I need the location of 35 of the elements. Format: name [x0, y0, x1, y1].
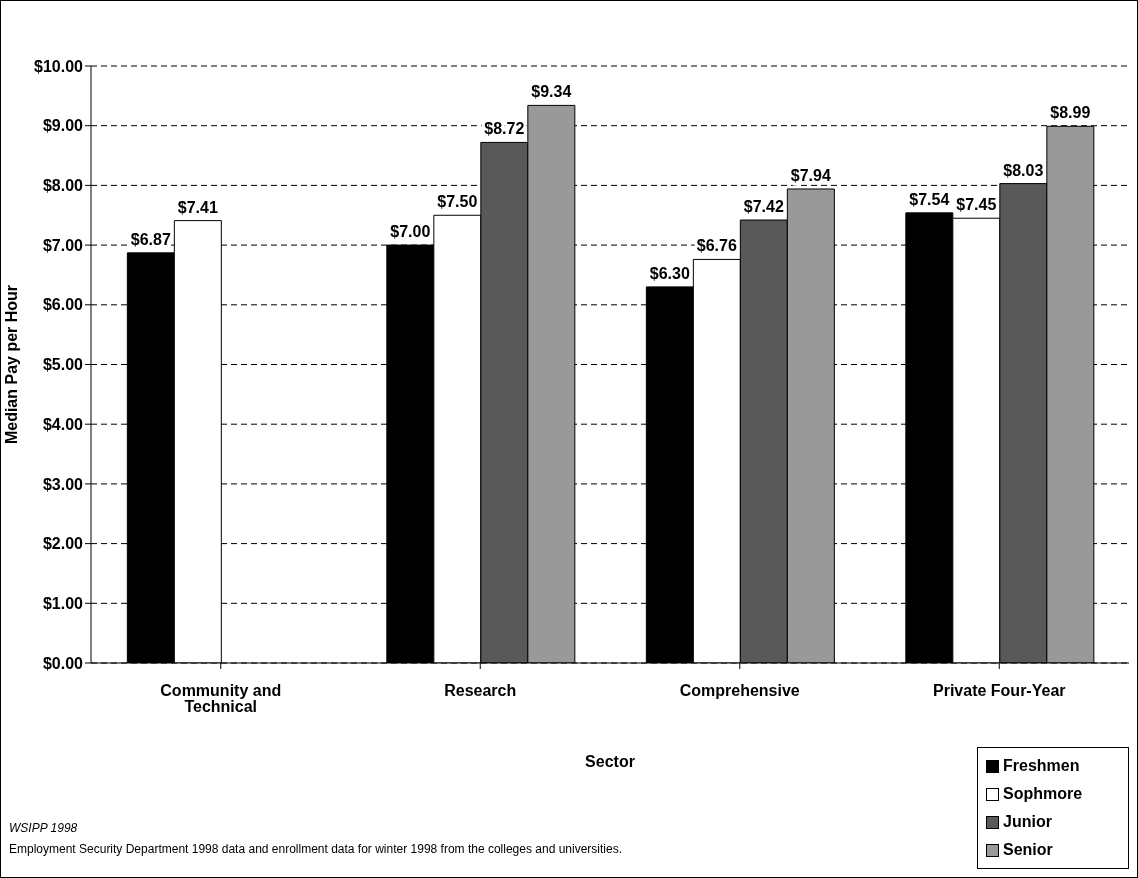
data-label: $9.34	[531, 83, 572, 101]
y-tick-label: $5.00	[42, 356, 84, 374]
legend-label: Freshmen	[1002, 756, 1081, 776]
y-tick-label: $7.00	[42, 236, 84, 254]
data-label: $7.45	[956, 196, 997, 214]
y-tick-label: $6.00	[42, 296, 84, 314]
text: WSIPP 1998	[9, 821, 78, 835]
data-label: $7.50	[437, 193, 478, 211]
text: Employment Security Department 1998 data and enrollment data for winter 1998 from the colleges and universities.	[9, 842, 622, 856]
legend-label: Senior	[1002, 840, 1054, 860]
data-label: $7.42	[743, 198, 784, 216]
data-label: $6.30	[649, 264, 690, 282]
data-label: $7.00	[390, 223, 431, 241]
x-tick-label: Comprehensive	[679, 682, 800, 700]
y-tick-label: $10.00	[34, 57, 84, 75]
y-tick-label: $2.00	[42, 535, 84, 553]
legend-label: Junior	[1002, 812, 1053, 832]
y-tick-label: $1.00	[42, 594, 84, 612]
y-axis-title: Median Pay per Hour	[2, 284, 20, 445]
y-tick-label: $8.00	[42, 177, 84, 195]
data-label: $8.03	[1003, 161, 1044, 179]
legend-label: Sophmore	[1002, 784, 1084, 804]
data-label: $7.54	[909, 190, 950, 208]
y-tick-label: $9.00	[42, 117, 84, 135]
data-label: $7.94	[790, 166, 831, 184]
data-label: $6.87	[130, 230, 171, 248]
x-tick-label: Private Four-Year	[933, 682, 1066, 700]
y-tick-label: $4.00	[42, 415, 84, 433]
y-tick-label: $3.00	[42, 475, 84, 493]
x-tick-label: Community and Technical	[160, 682, 282, 716]
data-label: $8.99	[1050, 104, 1091, 122]
data-label: $7.41	[177, 198, 218, 216]
x-tick-label: Research	[444, 682, 517, 700]
x-axis-title: Sector	[585, 753, 635, 770]
y-tick-label: $0.00	[42, 654, 84, 672]
